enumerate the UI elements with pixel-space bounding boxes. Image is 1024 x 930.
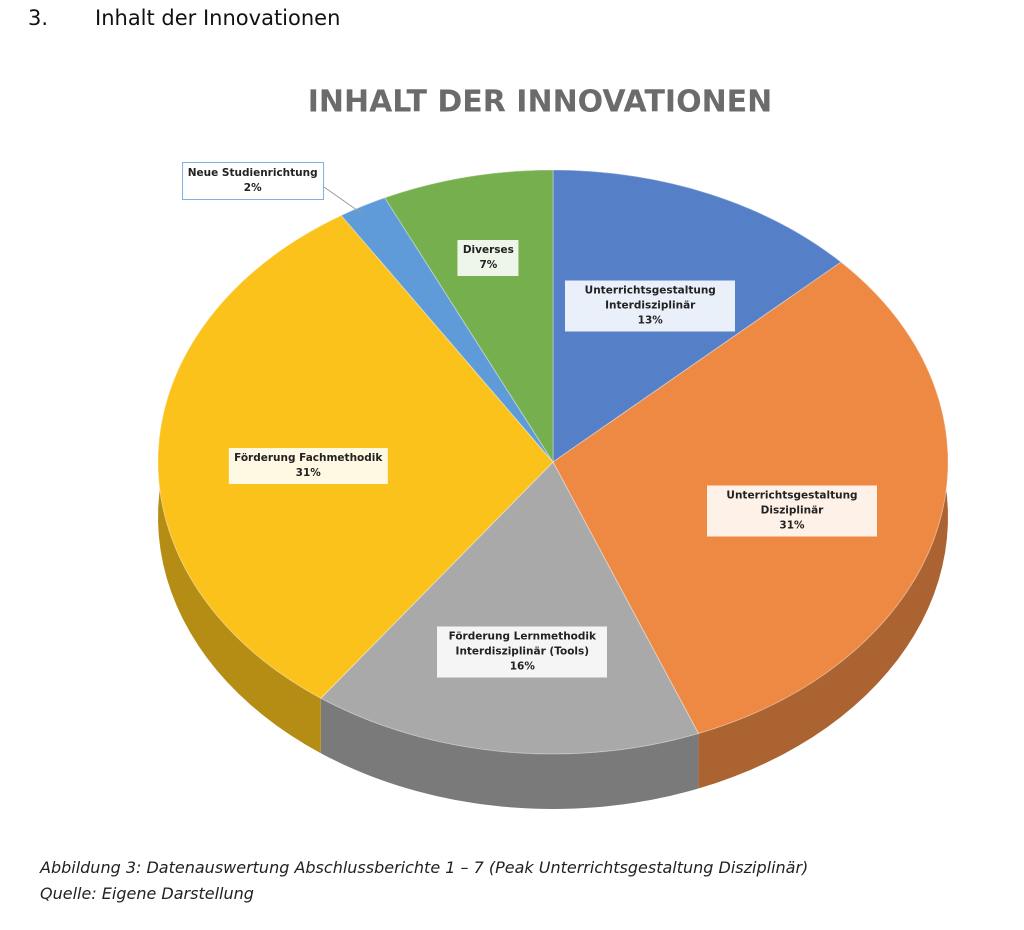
data-label: Neue Studienrichtung 2% — [181, 162, 324, 201]
label-category: Neue Studienrichtung — [187, 167, 318, 180]
label-value: 16% — [509, 660, 535, 673]
chart-title: INHALT DER INNOVATIONEN — [308, 85, 773, 120]
heading-number: 3. — [28, 6, 49, 30]
data-label: Förderung Lernmethodik Interdisziplinär … — [437, 626, 608, 678]
data-label: Diverses 7% — [457, 240, 519, 277]
label-category: Diverses — [462, 244, 514, 257]
data-label: Unterrichtsgestaltung Disziplinär 31% — [707, 485, 877, 537]
caption: Abbildung 3: Datenauswertung Abschlussbe… — [40, 858, 809, 877]
label-value: 2% — [243, 182, 262, 195]
label-value: 13% — [637, 314, 663, 327]
data-label: Unterrichtsgestaltung Interdisziplinär 13… — [565, 280, 736, 332]
label-category: Förderung Fachmethodik — [234, 452, 383, 465]
caption-source: Quelle: Eigene Darstellung — [40, 884, 254, 903]
label-category: Förderung Lernmethodik Interdisziplinär … — [448, 630, 596, 658]
slice — [320, 461, 700, 755]
slice — [340, 197, 554, 463]
slice-side — [698, 262, 948, 789]
label-category: Unterrichtsgestaltung Disziplinär — [726, 489, 858, 517]
data-label: Förderung Fachmethodik 31% — [229, 448, 388, 485]
label-category: Unterrichtsgestaltung Interdisziplinär — [584, 284, 716, 312]
slice-side — [320, 698, 699, 809]
label-value: 31% — [295, 467, 321, 480]
label-value: 7% — [479, 259, 498, 272]
leader-line — [322, 185, 363, 215]
heading-title: Inhalt der Innovationen — [95, 6, 341, 30]
label-value: 31% — [779, 519, 805, 532]
